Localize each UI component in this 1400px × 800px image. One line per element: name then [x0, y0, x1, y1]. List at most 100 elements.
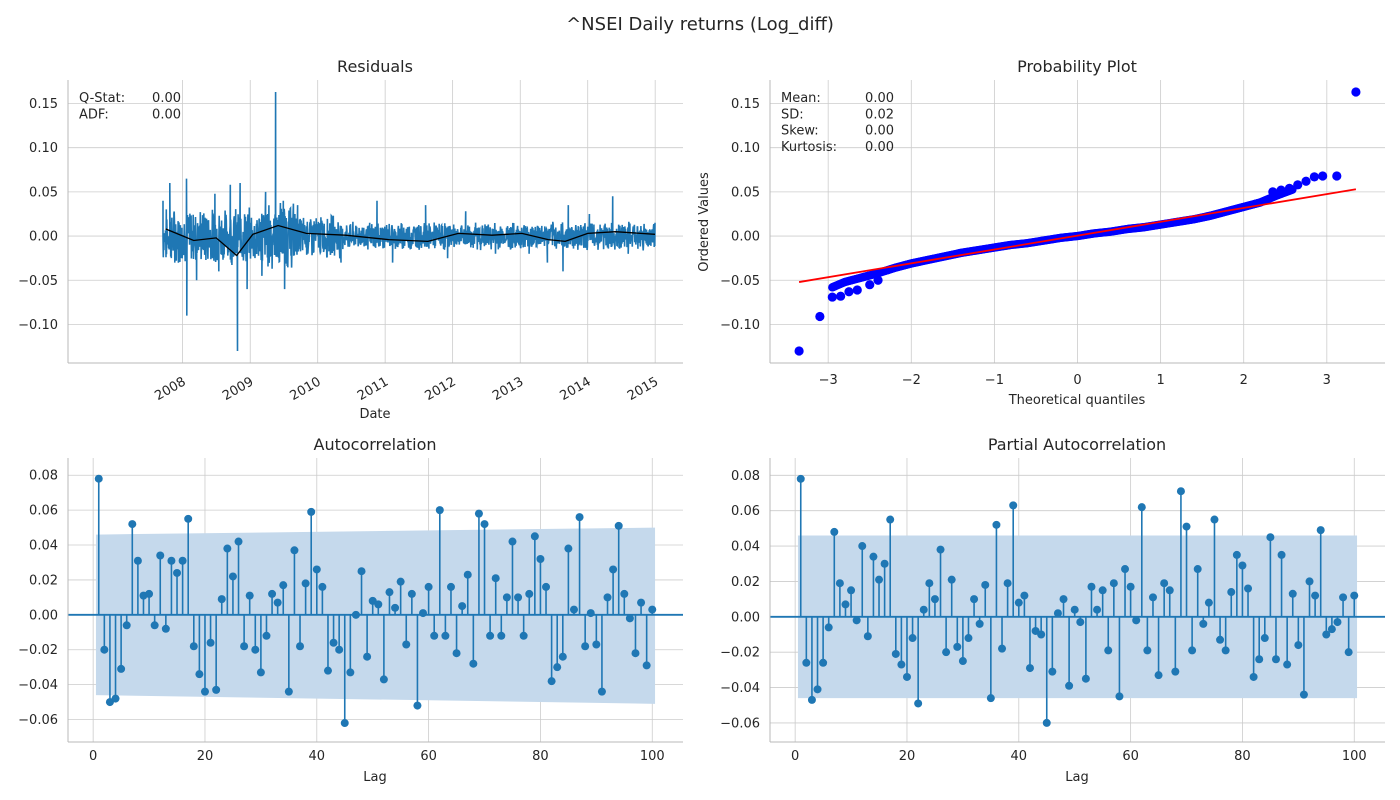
stem-marker: [1025, 664, 1034, 673]
stem-marker: [128, 520, 137, 529]
x-tick-label: 60: [1122, 749, 1139, 764]
stem-marker: [586, 609, 595, 618]
stem-marker: [1322, 630, 1331, 639]
stem-marker: [564, 544, 573, 553]
probplot-point: [1318, 171, 1328, 181]
stem-marker: [374, 600, 383, 609]
x-tick-label: 20: [197, 749, 214, 764]
stem-marker: [558, 652, 567, 661]
x-tick-label: 2012: [422, 374, 458, 404]
stem-marker: [542, 582, 551, 591]
x-tick-label: 60: [420, 749, 437, 764]
stem-marker: [206, 638, 215, 647]
stem-marker: [1171, 667, 1180, 676]
stem-marker: [1311, 591, 1320, 600]
stem-marker: [251, 645, 260, 654]
y-tick-label: −0.06: [18, 713, 58, 728]
stem-marker: [981, 580, 990, 589]
stem-marker: [323, 666, 332, 675]
stem-marker: [145, 589, 154, 598]
stem-marker: [1003, 579, 1012, 588]
y-tick-label: 0.02: [731, 575, 760, 590]
stem-marker: [273, 598, 282, 607]
partial-autocorrelation-panel: Partial Autocorrelation 0.08 0.06 0.04 0.02…: [720, 435, 1385, 785]
stem-marker: [891, 649, 900, 658]
stem-marker: [547, 677, 556, 686]
stem-marker: [463, 570, 472, 579]
stem-marker: [958, 657, 967, 666]
probplot-point: [1276, 185, 1286, 195]
stem-marker: [1238, 561, 1247, 570]
stem-marker: [396, 577, 405, 586]
stem-marker: [1020, 591, 1029, 600]
stem-marker: [156, 551, 165, 560]
stem-marker: [875, 575, 884, 584]
stem-marker: [1227, 588, 1236, 597]
stem-marker: [1087, 582, 1096, 591]
stat-label: Kurtosis:: [781, 140, 837, 155]
probplot-point: [873, 275, 883, 285]
stem-marker: [474, 509, 483, 518]
stem-marker: [340, 719, 349, 728]
stat-value: 0.02: [865, 107, 894, 122]
stem-marker: [1137, 503, 1146, 512]
x-tick-label: 20: [899, 749, 916, 764]
stem-marker: [1104, 646, 1113, 655]
probability-plot-panel: Probability Plot 0.15 0.10 0.05 0.00 −0.05 −0…: [697, 57, 1385, 408]
y-tick-label: 0.08: [29, 469, 58, 484]
residuals-xlabel: Date: [359, 407, 390, 422]
probplot-ylabel: Ordered Values: [697, 172, 712, 272]
stem-marker: [1070, 605, 1079, 614]
stem-marker: [301, 579, 310, 588]
y-tick-label: 0.05: [29, 185, 58, 200]
stem-marker: [469, 659, 478, 668]
stem-marker: [184, 514, 193, 523]
stem-marker: [637, 598, 646, 607]
stem-marker: [307, 507, 316, 516]
stem-marker: [402, 640, 411, 649]
stem-marker: [1076, 618, 1085, 627]
stem-marker: [1327, 625, 1336, 634]
stem-marker: [290, 546, 299, 555]
stem-marker: [824, 623, 833, 632]
residuals-series-line: [162, 91, 656, 352]
stat-value: 0.00: [865, 124, 894, 139]
stem-marker: [424, 582, 433, 591]
stem-marker: [351, 610, 360, 619]
x-tick-label: 2010: [288, 374, 324, 404]
stem-marker: [212, 685, 221, 694]
stem-marker: [441, 631, 450, 640]
stem-marker: [908, 634, 917, 643]
stem-marker: [296, 642, 305, 651]
x-tick-label: 0: [89, 749, 97, 764]
stem-marker: [835, 579, 844, 588]
stem-marker: [1182, 522, 1191, 531]
x-tick-label: 2: [1240, 373, 1248, 388]
stem-marker: [581, 642, 590, 651]
stem-marker: [1333, 618, 1342, 627]
stem-marker: [1277, 550, 1286, 559]
stem-marker: [1098, 586, 1107, 595]
stem-marker: [1059, 595, 1068, 604]
stem-marker: [802, 658, 811, 667]
probplot-point: [865, 280, 875, 290]
stem-marker: [1288, 589, 1297, 598]
stem-marker: [391, 603, 400, 612]
x-tick-label: 2013: [490, 374, 526, 404]
probplot-point: [1268, 187, 1278, 197]
stem-marker: [1115, 692, 1124, 701]
y-tick-label: 0.15: [29, 97, 58, 112]
stem-marker: [919, 605, 928, 614]
stem-marker: [852, 616, 861, 625]
y-tick-label: −0.10: [18, 318, 58, 333]
stem-marker: [1093, 605, 1102, 614]
stem-marker: [346, 668, 355, 677]
stem-marker: [357, 567, 366, 576]
stem-marker: [642, 661, 651, 670]
x-tick-label: 40: [1011, 749, 1028, 764]
stem-marker: [1014, 598, 1023, 607]
y-tick-label: −0.02: [18, 643, 58, 658]
stem-marker: [458, 602, 467, 611]
stem-marker: [1188, 646, 1197, 655]
y-tick-label: 0.04: [731, 540, 760, 555]
